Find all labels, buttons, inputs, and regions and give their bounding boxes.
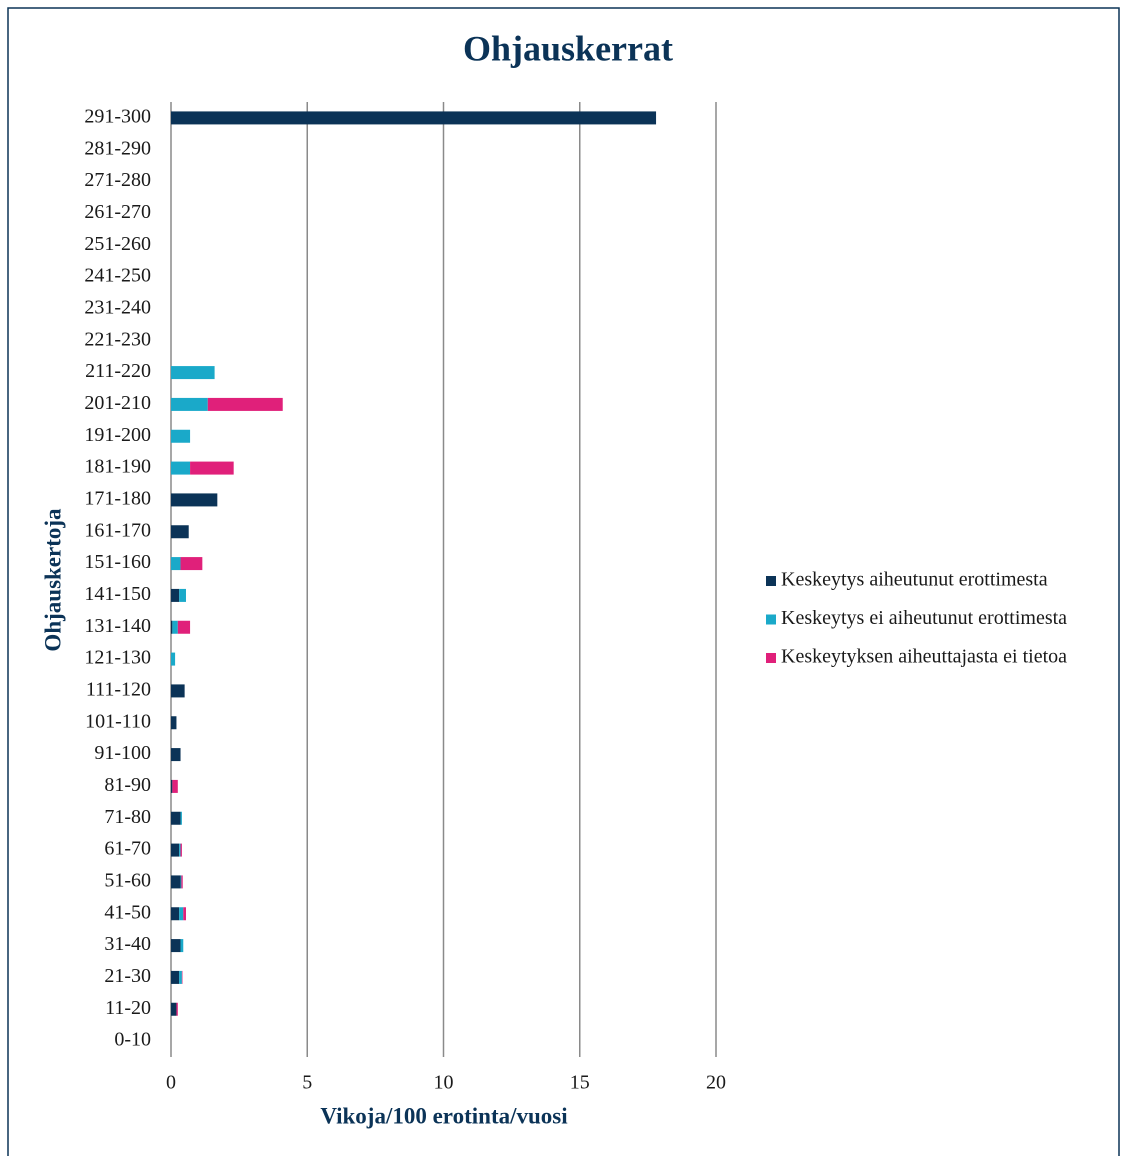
y-tick-label: 81-90 [104,774,151,796]
y-tick-label: 181-190 [84,456,151,478]
x-axis-title: Vikoja/100 erotinta/vuosi [320,1103,568,1128]
y-tick-label: 291-300 [84,106,151,128]
y-tick-label: 131-140 [84,615,151,637]
bar-segment [171,557,181,571]
bar-segment [171,620,173,634]
bar-segment [207,397,283,411]
bar-segment [171,748,181,762]
bar-segment [179,588,186,602]
y-tick-label: 191-200 [84,424,151,446]
y-tick-label: 201-210 [84,392,151,414]
bar-segment [171,684,185,698]
chart-title: Ohjauskerrat [463,28,673,68]
bar-segment [179,907,184,921]
bar-segment [171,366,215,380]
y-tick-label: 0-10 [114,1029,151,1051]
bar-segment [171,493,218,507]
y-tick-label: 151-160 [84,551,151,573]
y-tick-label: 211-220 [85,360,151,382]
x-tick-label: 20 [706,1072,726,1094]
bar-segment [179,843,181,857]
bar-segment [171,1002,177,1016]
bar-segment [171,907,180,921]
bar-segment [171,525,189,539]
y-tick-label: 281-290 [84,137,151,159]
y-tick-label: 11-20 [105,997,151,1019]
bar-segment [190,461,234,475]
bar-segment [177,620,191,634]
bar-segment [179,970,182,984]
bar-segment [171,970,180,984]
bar-segment [180,875,182,889]
legend-swatch [766,653,776,663]
y-tick-label: 91-100 [94,742,151,764]
bar-segment [180,557,203,571]
bar-segment [183,907,186,921]
x-tick-label: 15 [570,1072,590,1094]
bar-segment [171,716,177,730]
y-tick-label: 111-120 [86,679,151,701]
y-tick-label: 251-260 [84,233,151,255]
bar-segment [171,111,657,125]
y-tick-label: 141-150 [84,583,151,605]
y-tick-label: 61-70 [104,838,151,860]
y-axis-title: Ohjauskertoja [40,508,65,652]
y-tick-label: 121-130 [84,647,151,669]
y-tick-label: 241-250 [84,265,151,287]
x-tick-label: 10 [434,1072,454,1094]
bar-segment [171,939,181,953]
bar-segment [171,429,191,443]
bar-segment [180,843,182,857]
legend-label: Keskeytyksen aiheuttajasta ei tietoa [781,646,1067,668]
y-tick-label: 71-80 [104,806,151,828]
legend-swatch [766,614,776,625]
y-tick-label: 271-280 [84,169,151,191]
bar-segment [171,875,181,889]
y-tick-label: 161-170 [84,519,151,541]
x-tick-label: 5 [302,1072,312,1094]
bar-segment [181,875,183,889]
bar-segment [171,652,176,666]
bar-segment [171,811,181,825]
legend-label: Keskeytys ei aiheutunut erottimesta [781,607,1067,629]
x-tick-label: 0 [166,1072,176,1094]
frame [7,7,1120,1156]
y-tick-label: 261-270 [84,201,151,223]
y-tick-label: 21-30 [104,965,151,987]
y-tick-label: 41-50 [104,901,151,923]
bar-segment [172,620,178,634]
bar-segment [171,588,180,602]
bar-segment [171,779,173,793]
y-tick-label: 231-240 [84,297,151,319]
legend-swatch [766,576,776,586]
y-tick-label: 31-40 [104,933,151,955]
y-tick-label: 51-60 [104,870,151,892]
bar-segment [172,779,178,793]
y-tick-label: 221-230 [84,328,151,350]
bar-segment [180,811,182,825]
bar-segment [176,1002,178,1016]
bar-segment [181,970,183,984]
bar-segment [171,397,208,411]
legend-label: Keskeytys aiheutunut erottimesta [781,569,1048,591]
y-tick-label: 171-180 [84,488,151,510]
bar-segment [171,461,191,475]
bar-segment [180,939,184,953]
bar-segment [171,843,180,857]
y-tick-label: 101-110 [85,710,151,732]
